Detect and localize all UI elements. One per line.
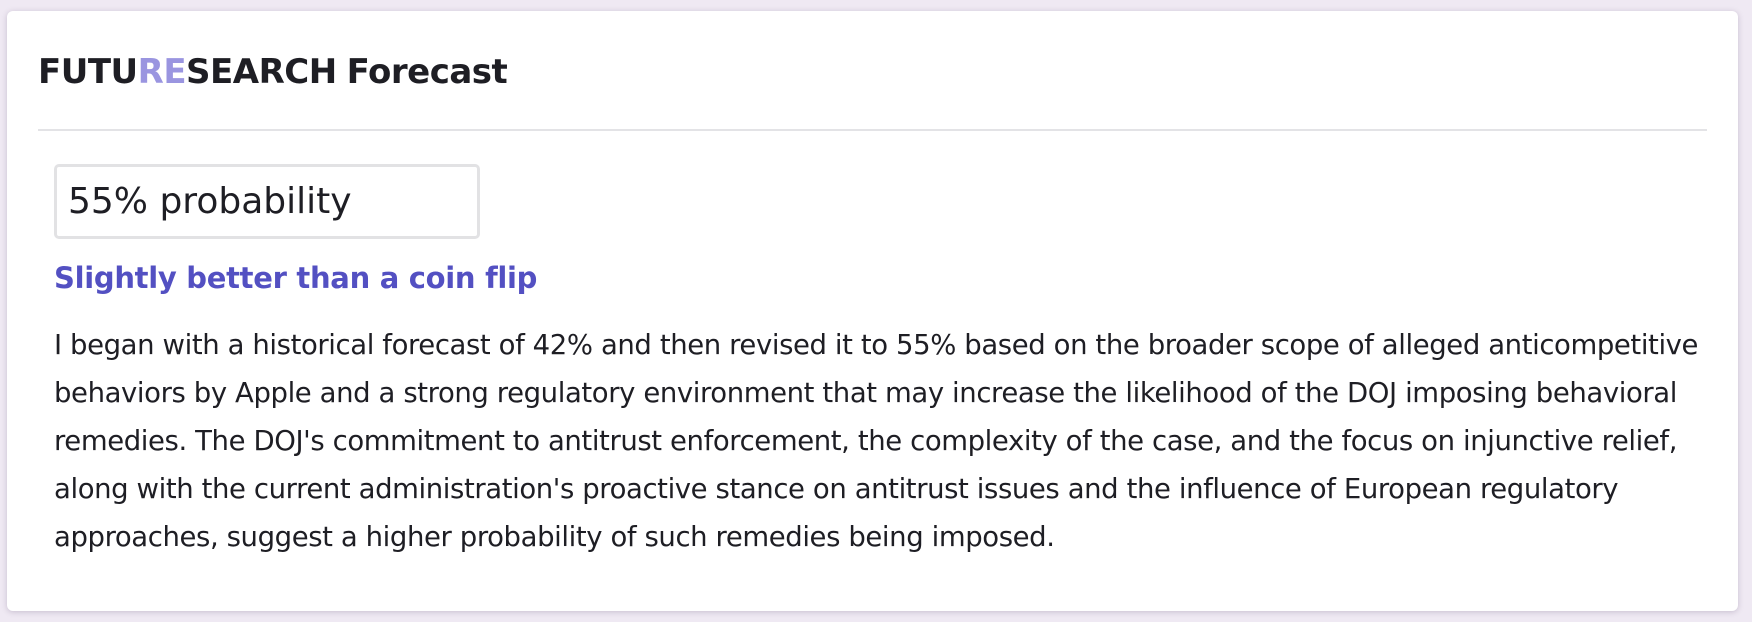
verdict-text: Slightly better than a coin flip	[54, 261, 538, 295]
brand-text-start: FUTU	[38, 52, 138, 92]
probability-box: 55% probability	[54, 164, 480, 239]
brand-text-accent: RE	[137, 52, 187, 92]
forecast-card: FUTURESEARCH Forecast 55% probability Sli…	[7, 11, 1738, 611]
rationale-text: I began with a historical forecast of 42…	[54, 329, 1699, 553]
header-divider	[38, 129, 1707, 131]
card-header: FUTURESEARCH Forecast	[38, 47, 508, 97]
brand-text-end: SEARCH	[186, 52, 337, 92]
probability-value: 55% probability	[68, 181, 352, 222]
brand-logo: FUTURESEARCH	[38, 52, 337, 92]
header-title: Forecast	[346, 52, 508, 92]
